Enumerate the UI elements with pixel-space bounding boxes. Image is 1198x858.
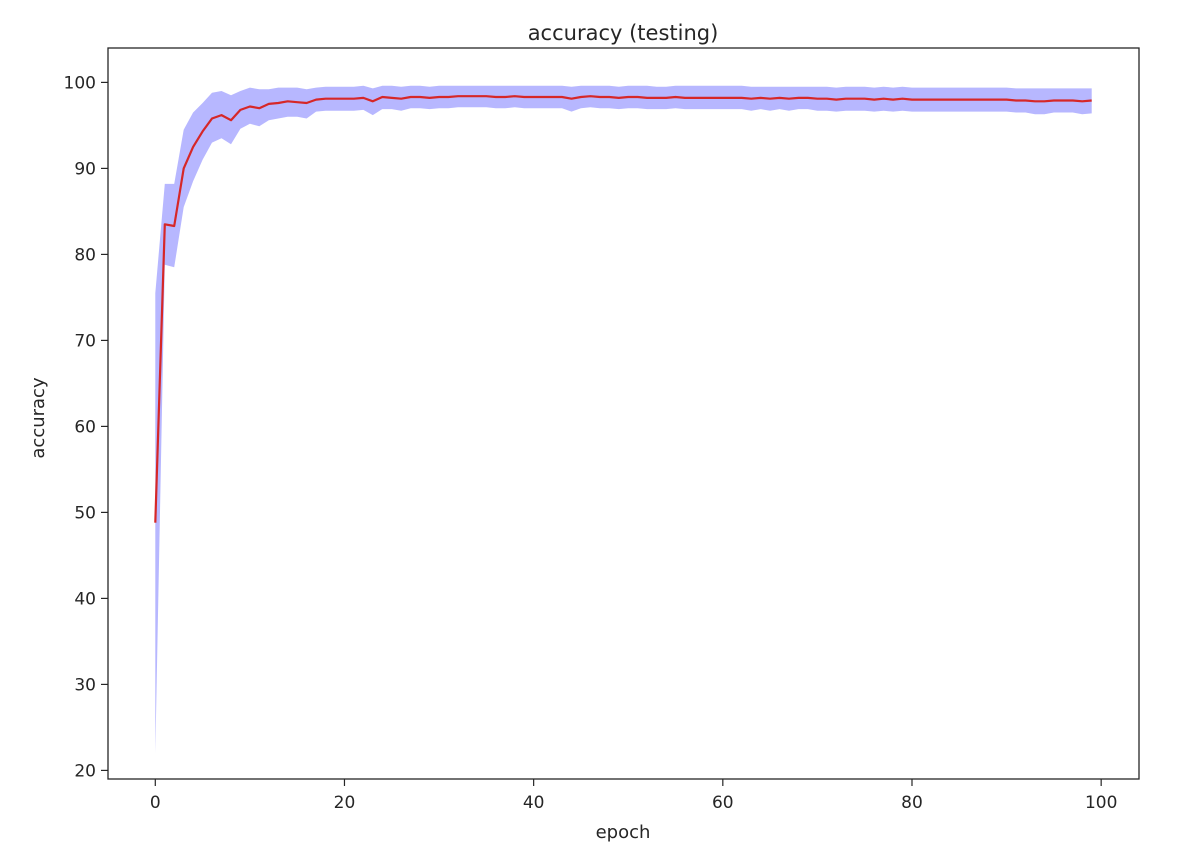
y-tick-label: 90: [74, 159, 96, 179]
chart-title: accuracy (testing): [528, 21, 719, 45]
x-axis-ticks: 0 20 40 60 80 100: [150, 779, 1117, 813]
accuracy-line: [154, 95, 1092, 523]
y-tick-label: 20: [74, 761, 96, 781]
y-tick-label: 40: [74, 589, 96, 609]
y-tick-label: 30: [74, 675, 96, 695]
x-tick-label: 100: [1085, 793, 1117, 813]
y-tick-label: 50: [74, 503, 96, 523]
x-tick-label: 20: [334, 793, 356, 813]
plot-frame: [107, 47, 1140, 780]
y-tick-label: 80: [74, 245, 96, 265]
x-axis-label: epoch: [596, 822, 651, 843]
y-tick-label: 100: [64, 73, 96, 93]
x-tick-label: 40: [523, 793, 545, 813]
series-layer: [154, 85, 1092, 754]
y-axis-label: accuracy: [28, 377, 49, 459]
y-tick-label: 70: [74, 331, 96, 351]
x-tick-label: 80: [901, 793, 923, 813]
y-axis-ticks: 20 30 40 50 60 70 80 90 100: [64, 73, 108, 781]
x-tick-label: 60: [712, 793, 734, 813]
y-tick-label: 60: [74, 417, 96, 437]
x-tick-label: 0: [150, 793, 161, 813]
